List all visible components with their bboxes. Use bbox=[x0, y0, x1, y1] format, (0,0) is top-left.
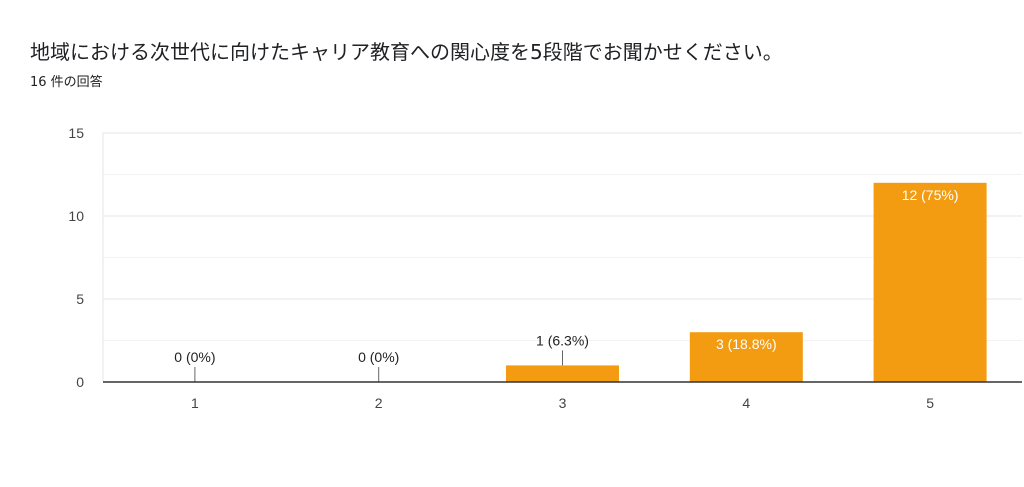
x-tick-label: 2 bbox=[375, 395, 383, 411]
x-tick-label: 3 bbox=[559, 395, 567, 411]
y-tick-label: 0 bbox=[76, 374, 84, 390]
question-title: 地域における次世代に向けたキャリア教育への関心度を5段階でお聞かせください。 bbox=[30, 40, 783, 64]
y-tick-label: 5 bbox=[76, 291, 84, 307]
bar bbox=[689, 332, 803, 382]
data-label: 12 (75%) bbox=[902, 187, 959, 203]
bar bbox=[506, 365, 619, 382]
x-tick-label: 1 bbox=[191, 395, 199, 411]
y-tick-label: 15 bbox=[68, 125, 84, 141]
x-tick-label: 4 bbox=[742, 395, 750, 411]
response-count: 16 件の回答 bbox=[30, 75, 103, 90]
data-label: 1 (6.3%) bbox=[536, 332, 589, 348]
y-tick-label: 10 bbox=[68, 208, 84, 224]
data-label: 0 (0%) bbox=[174, 349, 215, 365]
bar bbox=[873, 182, 987, 382]
data-label: 0 (0%) bbox=[358, 349, 399, 365]
x-tick-label: 5 bbox=[926, 395, 934, 411]
data-label: 3 (18.8%) bbox=[716, 336, 777, 352]
